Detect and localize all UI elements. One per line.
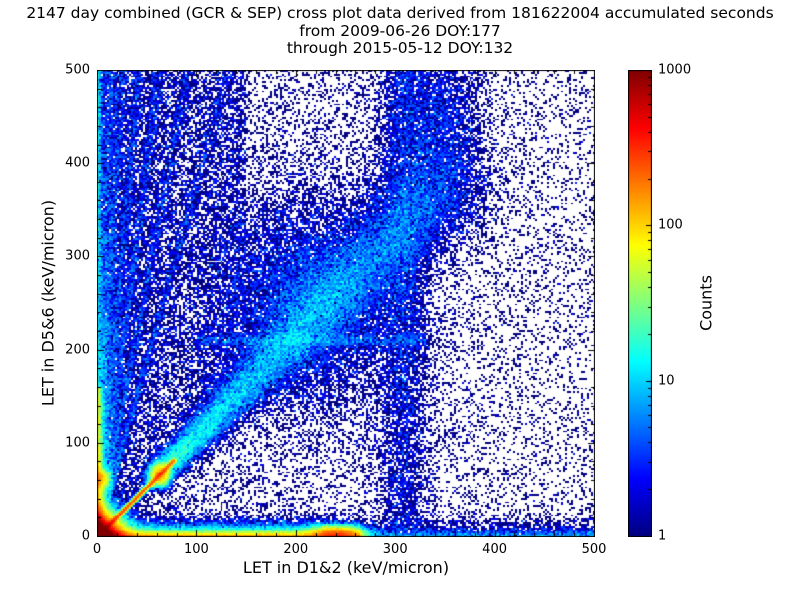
colorbar-tick-label: 10 [658,373,675,389]
colorbar-canvas [628,70,652,537]
y-tick-label: 0 [81,528,90,544]
colorbar-tick-label: 1 [658,528,667,544]
colorbar-tick-label: 100 [658,217,683,233]
chart-title: 2147 day combined (GCR & SEP) cross plot… [26,4,774,22]
heatmap-canvas [97,70,595,537]
x-tick-label: 0 [92,542,102,557]
x-axis-label: LET in D1&2 (keV/micron) [242,558,450,577]
x-tick-label: 300 [382,542,408,557]
x-tick-label: 200 [283,542,309,557]
y-tick-label: 300 [65,248,90,264]
chart-subtitle-through: through 2015-05-12 DOY:132 [286,39,514,57]
colorbar-label: Counts [696,275,716,331]
x-tick-label: 500 [581,542,607,557]
y-tick-label: 100 [65,435,90,451]
x-tick-label: 400 [482,542,508,557]
y-tick-label: 400 [65,155,90,171]
x-tick-label: 100 [183,542,209,557]
y-axis-label: LET in D5&6 (keV/micron) [38,199,58,407]
y-tick-label: 200 [65,342,90,358]
y-tick-label: 500 [65,62,90,78]
colorbar-tick-label: 1000 [658,62,692,78]
chart-subtitle-from: from 2009-06-26 DOY:177 [299,22,501,40]
